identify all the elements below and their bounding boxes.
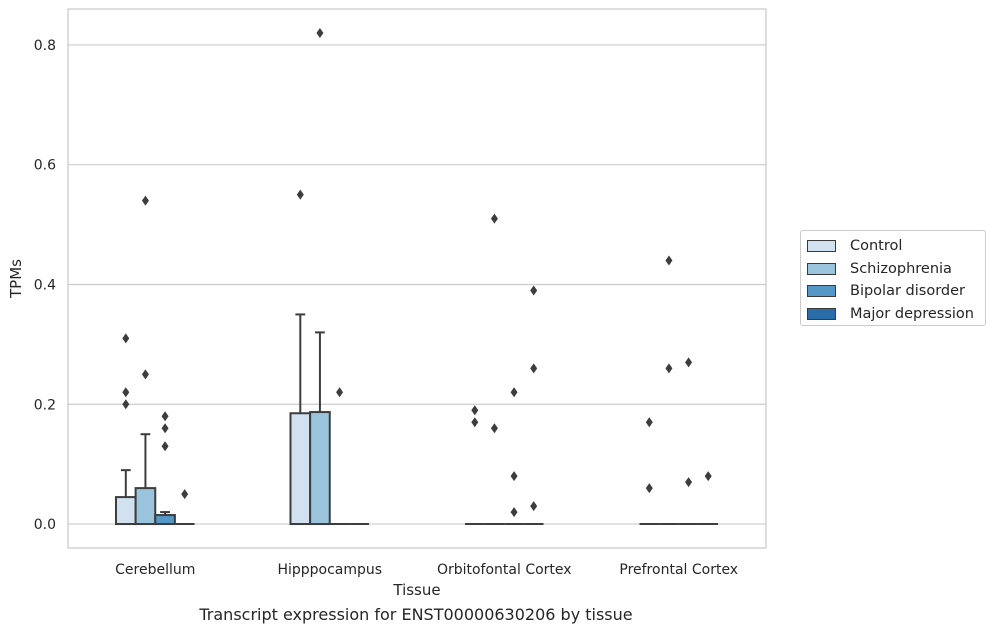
outlier-point [645,483,653,494]
outlier-point [181,489,189,500]
outlier-point [296,189,304,200]
outlier-point [704,471,712,482]
box-group [329,387,350,526]
box-iqr [289,412,312,526]
box-group [464,405,485,526]
x-tick-label: Prefrontal Cortex [619,562,738,578]
outlier-point [161,423,169,434]
outlier-point [141,195,149,206]
legend-swatch [807,240,836,253]
chart-title: Transcript expression for ENST0000063020… [199,605,633,624]
grid-lines [68,44,766,525]
legend-item: Control [807,235,985,258]
box-group [134,195,157,526]
box-group [484,213,505,526]
x-tick-label: Orbitofontal Cortex [437,562,572,578]
outlier-point [510,507,518,518]
legend-label: Schizophrenia [850,260,952,277]
outlier-point [122,333,130,344]
outlier-point [685,477,693,488]
x-tick-label: Cerebellum [115,562,195,578]
legend-label: Bipolar disorder [850,283,965,300]
outlier-point [471,417,479,428]
box-group [698,471,719,526]
outlier-point [316,27,324,38]
box-iqr [154,514,176,526]
outlier-point [665,363,673,374]
box-group [309,27,331,526]
legend-label: Major depression [850,305,974,322]
outlier-point [122,399,130,410]
outlier-point [665,255,673,266]
y-tick-label: 0.8 [34,38,56,54]
outlier-point [510,471,518,482]
box-iqr [309,411,331,526]
outlier-point [490,213,498,224]
box-group [114,333,137,526]
legend-swatch [807,262,836,275]
outlier-point [645,417,653,428]
outlier-point [161,441,169,452]
outlier-point [336,387,344,398]
box-group [639,417,660,526]
outlier-point [490,423,498,434]
box-iqr [114,496,137,526]
box-group [659,255,679,526]
outlier-point [161,411,169,422]
tick-labels: 0.0 0.2 0.4 0.6 0.8 Cerebellum Hipppocampus Orb… [34,38,738,578]
outlier-point [510,387,518,398]
outlier-point [530,285,538,296]
x-tick-label: Hipppocampus [277,562,382,578]
legend: Control Schizophrenia Bipolar disorder Majo… [800,230,986,326]
box-group [504,387,524,526]
legend-label: Control [850,238,903,255]
legend-swatch [807,285,836,298]
box-group [154,411,176,526]
outlier-point [685,357,693,368]
legend-item: Bipolar disorder [807,280,985,303]
box-group [678,357,699,526]
y-tick-label: 0.6 [34,158,56,174]
boxes-layer [114,27,719,526]
legend-item: Schizophrenia [807,258,985,281]
y-tick-label: 0.2 [34,397,56,413]
outlier-point [141,369,149,380]
plot-frame [67,8,767,549]
outlier-point [530,363,538,374]
y-tick-label: 0.4 [34,277,56,293]
box-group [174,489,195,526]
outlier-point [122,387,130,398]
legend-swatch [807,307,836,320]
outlier-point [471,405,479,416]
y-axis-label: TPMs [7,259,25,299]
box-iqr [134,487,157,526]
outlier-point [530,501,538,512]
box-group [523,285,544,526]
box-group [289,189,312,526]
legend-item: Major depression [807,303,985,326]
y-tick-label: 0.0 [34,517,56,533]
x-axis-label: Tissue [392,581,440,599]
